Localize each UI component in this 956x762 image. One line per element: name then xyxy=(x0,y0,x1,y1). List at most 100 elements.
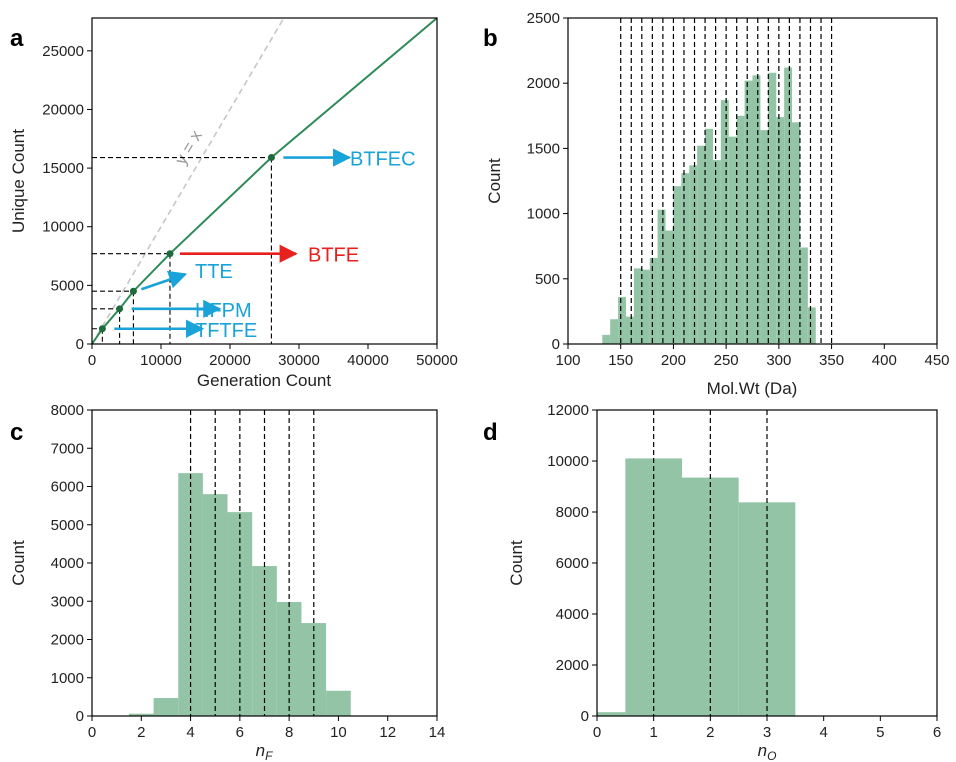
b-bar-16 xyxy=(728,136,737,344)
b-bar-24 xyxy=(792,122,800,344)
a-y-tick-label-4: 20000 xyxy=(42,101,84,118)
panel-label-d: d xyxy=(483,419,498,446)
a-y-tick-label-1: 5000 xyxy=(51,277,84,294)
b-x-tick-label-1: 150 xyxy=(608,352,633,369)
a-reference-line-label: y = x xyxy=(171,127,206,168)
a-x-tick-label-3: 30000 xyxy=(278,352,320,369)
b-bar-19 xyxy=(752,75,761,344)
a-annotation-label-0: TFTFE xyxy=(195,320,257,342)
b-bar-12 xyxy=(697,145,706,344)
b-bar-6 xyxy=(649,257,658,344)
a-annotation-label-2: TTE xyxy=(195,261,233,283)
c-y-tick-label-4: 4000 xyxy=(51,555,84,572)
b-bar-0 xyxy=(602,334,611,344)
d-bar-2 xyxy=(653,458,682,716)
c-x-tick-label-0: 0 xyxy=(88,724,96,741)
d-x-tick-label-5: 5 xyxy=(876,724,884,741)
b-x-tick-label-7: 450 xyxy=(924,352,949,369)
panel-d-x-axis-label: nO xyxy=(758,741,777,762)
d-x-tick-label-6: 6 xyxy=(933,724,941,741)
a-series-line-0 xyxy=(91,17,438,345)
b-bar-4 xyxy=(633,268,642,344)
b-bar-21 xyxy=(768,72,777,344)
d-y-tick-label-3: 6000 xyxy=(556,555,589,572)
b-bar-17 xyxy=(736,115,745,344)
b-bar-3 xyxy=(625,316,634,344)
c-y-tick-label-0: 0 xyxy=(76,708,84,725)
b-y-tick-label-2: 1000 xyxy=(527,206,560,223)
b-bar-9 xyxy=(673,186,682,344)
b-bar-25 xyxy=(799,247,808,344)
a-point-1 xyxy=(116,305,124,313)
c-x-tick-label-6: 12 xyxy=(379,724,396,741)
b-bar-14 xyxy=(712,160,721,344)
d-x-tick-label-1: 1 xyxy=(649,724,657,741)
d-y-tick-label-2: 4000 xyxy=(556,606,589,623)
d-bar-5 xyxy=(738,502,767,716)
b-y-tick-label-3: 1500 xyxy=(527,140,560,157)
panel-label-b: b xyxy=(483,25,498,52)
a-y-tick-label-2: 10000 xyxy=(42,219,84,236)
panel-label-c: c xyxy=(10,419,23,446)
a-x-tick-label-0: 0 xyxy=(88,352,96,369)
d-y-tick-label-5: 10000 xyxy=(547,453,589,470)
panel-b-y-axis-label: Count xyxy=(485,158,504,204)
b-y-tick-label-0: 0 xyxy=(552,336,560,353)
d-bar-1 xyxy=(625,458,654,716)
b-bar-5 xyxy=(641,269,650,344)
d-bar-6 xyxy=(767,502,796,716)
a-annotation-label-4: BTFEC xyxy=(350,149,416,171)
b-bar-20 xyxy=(760,130,769,344)
c-x-tick-label-7: 14 xyxy=(429,724,446,741)
a-annotation-label-1: HFPM xyxy=(195,300,252,322)
b-y-tick-label-4: 2000 xyxy=(527,75,560,92)
panel-b-x-axis-label: Mol.Wt (Da) xyxy=(707,379,798,398)
a-x-tick-label-2: 20000 xyxy=(209,352,251,369)
b-bar-18 xyxy=(744,80,753,344)
b-bar-1 xyxy=(610,319,619,344)
panel-b-histogram: b 100 150 200 250 300 350 400 450 0 500 1000 1500 20… xyxy=(483,10,950,398)
c-bar-0 xyxy=(128,713,154,716)
a-reference-line-y-equals-x xyxy=(91,17,285,345)
c-y-tick-label-3: 3000 xyxy=(51,593,84,610)
b-x-tick-label-6: 400 xyxy=(872,352,897,369)
c-y-tick-label-7: 7000 xyxy=(51,440,84,457)
c-y-tick-label-2: 2000 xyxy=(51,632,84,649)
d-x-tick-label-3: 3 xyxy=(763,724,771,741)
a-point-0 xyxy=(98,325,106,333)
c-x-tick-label-4: 8 xyxy=(285,724,293,741)
d-x-tick-label-0: 0 xyxy=(593,724,601,741)
b-bar-22 xyxy=(776,117,785,344)
d-y-tick-label-0: 0 xyxy=(581,708,589,725)
a-point-4 xyxy=(267,154,275,162)
c-x-tick-label-3: 6 xyxy=(236,724,244,741)
c-bar-8 xyxy=(326,690,351,716)
d-x-tick-label-4: 4 xyxy=(819,724,827,741)
panel-d-x-axis-label-base: n xyxy=(758,741,767,760)
b-bar-8 xyxy=(665,230,674,344)
b-x-tick-label-5: 350 xyxy=(819,352,844,369)
c-x-tick-label-1: 2 xyxy=(137,724,145,741)
panel-c-x-axis-label-base: n xyxy=(256,741,265,760)
panel-c-y-axis-label: Count xyxy=(9,540,28,586)
b-x-tick-label-4: 300 xyxy=(766,352,791,369)
a-arrow-2 xyxy=(140,270,188,291)
b-bar-26 xyxy=(807,307,816,344)
panel-c-x-axis-label: nF xyxy=(256,741,273,762)
d-x-tick-label-2: 2 xyxy=(706,724,714,741)
d-y-tick-label-1: 2000 xyxy=(556,657,589,674)
b-y-tick-label-1: 500 xyxy=(535,271,560,288)
b-bar-23 xyxy=(784,67,793,344)
c-x-tick-label-2: 4 xyxy=(186,724,194,741)
panel-a-x-axis-label: Generation Count xyxy=(197,371,331,390)
panel-d-x-axis-label-subscript: O xyxy=(767,749,776,762)
b-y-tick-label-5: 2500 xyxy=(527,10,560,27)
b-bar-11 xyxy=(689,165,698,344)
a-x-tick-label-5: 50000 xyxy=(416,352,458,369)
b-bar-2 xyxy=(618,297,626,344)
panel-d-y-axis-label: Count xyxy=(507,540,526,586)
a-point-2 xyxy=(129,287,137,295)
a-annotation-label-3: BTFE xyxy=(308,245,359,267)
